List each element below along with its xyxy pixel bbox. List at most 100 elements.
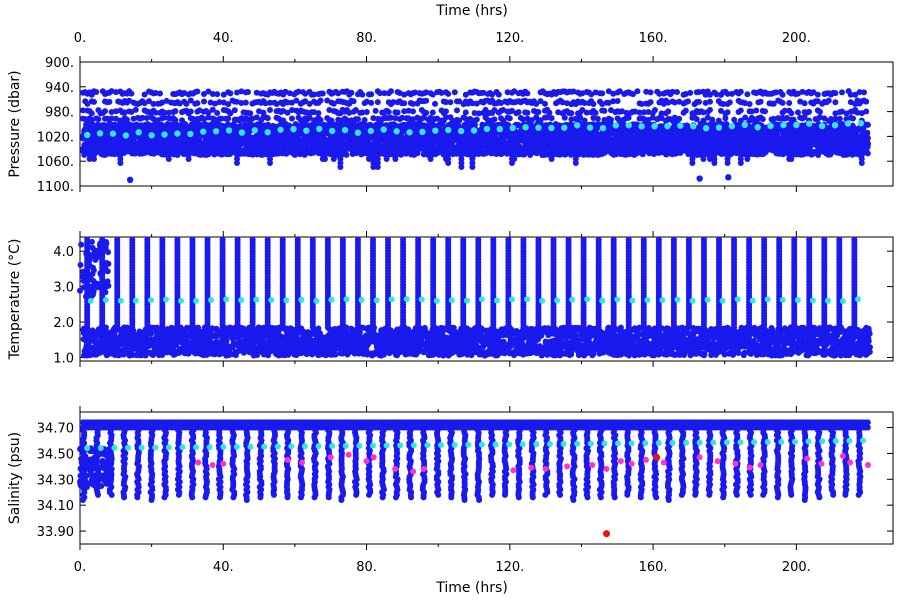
pressure-point xyxy=(454,107,460,114)
pressure-point xyxy=(700,156,707,162)
y-tick-label: 1020. xyxy=(37,130,74,145)
pressure-point xyxy=(608,116,614,123)
pressure-point xyxy=(128,90,135,97)
pressure-point xyxy=(687,89,694,96)
pressure-point xyxy=(427,156,434,162)
pressure-point xyxy=(548,115,555,122)
pressure-point xyxy=(429,109,436,116)
pressure-point xyxy=(647,99,654,106)
x-tick-label: 40. xyxy=(213,31,234,46)
pressure-point xyxy=(152,90,159,97)
pressure-point xyxy=(722,115,729,122)
pressure-point xyxy=(165,109,172,116)
pressure-point xyxy=(214,91,221,98)
pressure-point xyxy=(447,99,454,106)
x-tick-label: 0. xyxy=(74,31,86,46)
pressure-point xyxy=(117,160,124,166)
pressure-point xyxy=(102,108,108,115)
pressure-point xyxy=(414,150,421,157)
pressure-point xyxy=(264,115,271,122)
pressure-point xyxy=(201,90,207,97)
pressure-point xyxy=(561,114,568,121)
pressure-point xyxy=(317,97,324,104)
pressure-point xyxy=(542,100,548,107)
pressure-point xyxy=(458,164,465,170)
pressure-point xyxy=(495,91,502,98)
y-tick-label: 1100. xyxy=(37,180,74,195)
pressure-point xyxy=(374,164,381,170)
y-tick-label: 1060. xyxy=(37,155,74,170)
pressure-point xyxy=(161,114,168,121)
pressure-point xyxy=(225,115,232,122)
pressure-point xyxy=(665,108,672,115)
pressure-point xyxy=(141,91,148,98)
pressure-point xyxy=(388,88,394,95)
pressure-point xyxy=(473,116,480,123)
pressure-point xyxy=(242,99,249,106)
pressure-point xyxy=(709,116,716,123)
pressure-point xyxy=(693,116,700,123)
y-axis-title: Pressure (dbar) xyxy=(7,70,23,177)
pressure-point xyxy=(634,88,641,95)
pressure-point xyxy=(445,160,452,166)
pressure-point xyxy=(524,109,531,116)
pressure-point xyxy=(432,100,438,107)
pressure-point xyxy=(317,117,324,124)
pressure-point xyxy=(106,98,113,105)
data-points xyxy=(80,88,872,183)
top-x-axis-title: Time (hrs) xyxy=(435,3,508,19)
pressure-point xyxy=(84,100,91,107)
pressure-point xyxy=(726,99,733,106)
pressure-point xyxy=(113,89,119,96)
pressure-point xyxy=(322,156,328,162)
pressure-point xyxy=(187,97,194,104)
pressure-point xyxy=(674,89,680,96)
y-tick-label: 980. xyxy=(45,106,74,121)
pressure-point xyxy=(348,89,355,96)
pressure-point xyxy=(187,108,194,115)
pressure-point xyxy=(80,107,86,114)
pressure-point xyxy=(234,160,240,166)
pressure-point xyxy=(91,98,97,105)
pressure-point xyxy=(647,89,654,96)
x-tick-label: 120. xyxy=(495,31,524,46)
pressure-point xyxy=(91,156,97,162)
pressure-point xyxy=(472,121,479,128)
pressure-point xyxy=(601,107,608,114)
pressure-point xyxy=(216,99,223,106)
pressure-point xyxy=(724,160,731,166)
pressure-point xyxy=(157,90,163,97)
pressure-point xyxy=(385,108,392,115)
pressure-point xyxy=(185,156,192,162)
pressure-point xyxy=(368,91,375,98)
pressure-point xyxy=(372,107,379,114)
x-tick-label: 160. xyxy=(639,31,668,46)
pressure-point xyxy=(394,109,401,116)
pressure-point xyxy=(146,98,152,105)
pressure-point xyxy=(86,156,93,162)
pressure-point xyxy=(161,109,168,116)
pressure-point xyxy=(363,109,370,116)
pressure-point xyxy=(535,109,542,116)
pressure-point xyxy=(139,114,146,121)
pressure-point xyxy=(546,109,553,116)
plot-frame xyxy=(79,61,894,187)
pressure-point xyxy=(707,98,713,105)
pressure-point xyxy=(676,115,683,122)
pressure-point xyxy=(205,88,212,95)
pressure-point xyxy=(319,90,326,97)
pressure-point xyxy=(214,110,221,117)
pressure-point xyxy=(205,151,212,158)
pressure-point xyxy=(132,106,139,113)
pressure-point xyxy=(652,106,658,113)
pressure-point xyxy=(225,101,232,108)
pressure-point xyxy=(614,97,621,104)
pressure-point xyxy=(469,164,476,170)
pressure-point xyxy=(227,110,234,117)
pressure-point xyxy=(343,151,350,158)
pressure-point xyxy=(355,116,361,123)
pressure-point xyxy=(267,106,273,113)
pressure-point xyxy=(423,97,430,104)
pressure-point xyxy=(572,160,579,166)
pressure-point xyxy=(172,116,179,123)
